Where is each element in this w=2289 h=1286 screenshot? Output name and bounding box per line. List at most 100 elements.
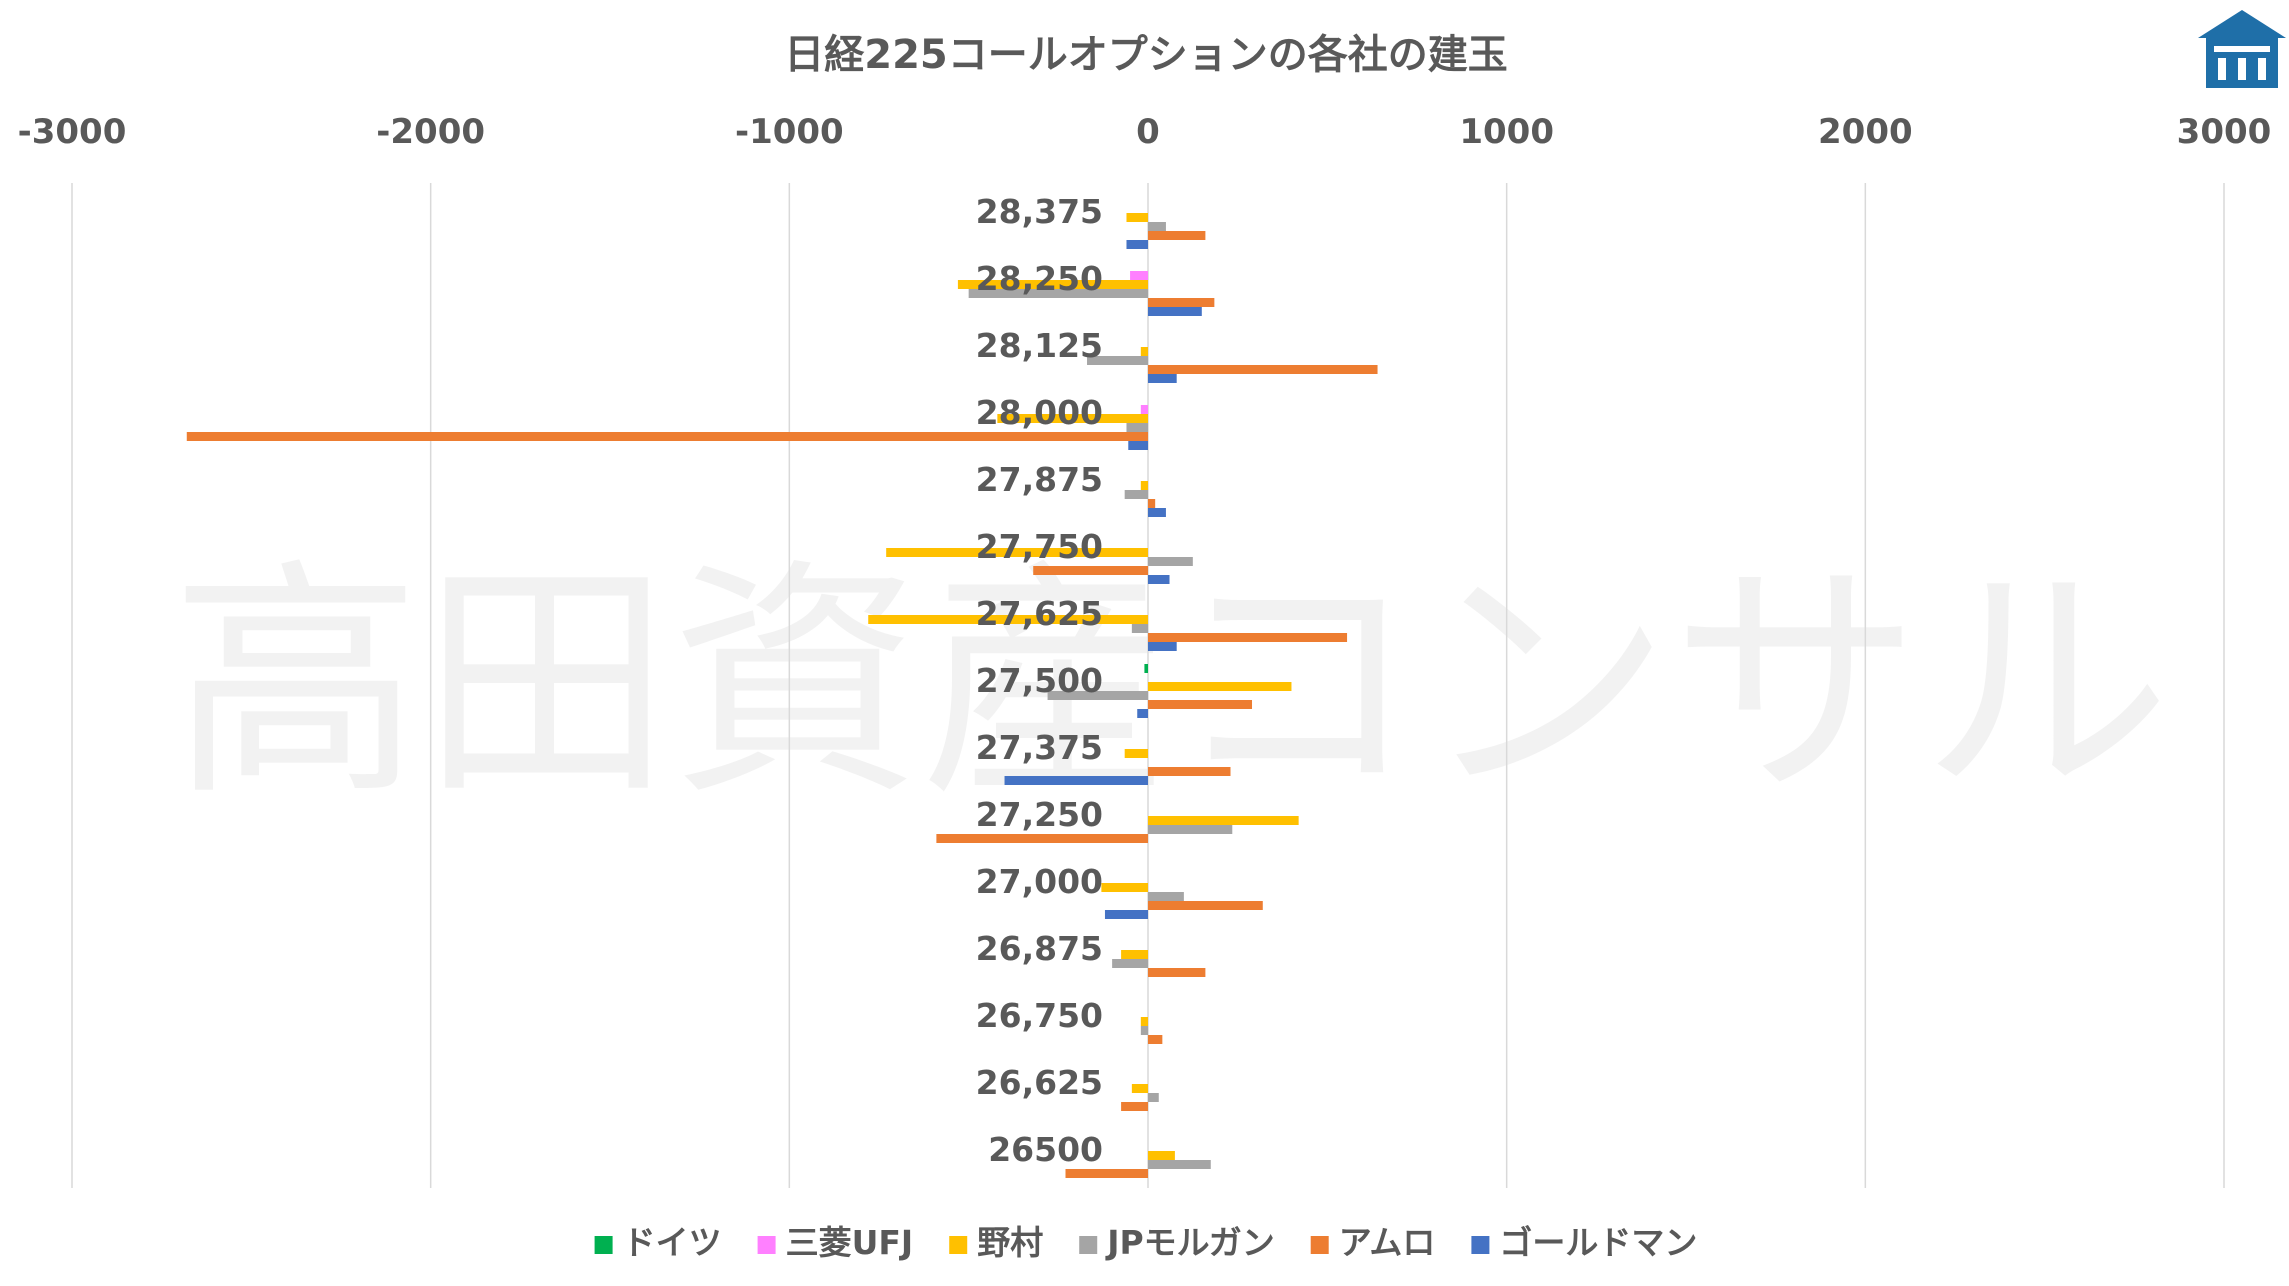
legend-label: ドイツ [623,1223,722,1262]
category-label: 27,500 [976,661,1103,700]
bar [1148,892,1184,901]
bar [1140,405,1148,414]
legend-item: ゴールドマン [1471,1223,1697,1262]
bar [1148,682,1292,691]
category-label: 27,875 [976,460,1103,499]
logo-pillar-middle [2238,58,2246,80]
legend-item: 三菱UFJ [757,1223,914,1262]
bar [1148,508,1166,517]
legend-swatch [1079,1236,1098,1254]
bar [1126,423,1148,432]
bar [1047,691,1148,700]
bar [1148,1151,1175,1160]
bar [1148,968,1206,977]
bar [1087,356,1148,365]
category-label: 27,625 [976,594,1103,633]
bar [997,414,1148,423]
chart-title: 日経225コールオプションの各社の建玉 [784,32,1508,78]
bar [186,432,1149,441]
bar [1124,490,1148,499]
bar [1121,1102,1148,1111]
bar [1131,1084,1148,1093]
bar [968,289,1148,298]
legend-swatch [1310,1236,1329,1254]
logo-roof [2198,10,2286,38]
logo-pillar-left [2218,58,2226,80]
x-tick-label: 3000 [2177,112,2272,152]
bar [1124,749,1148,758]
bar [1140,1026,1148,1035]
legend-label: ゴールドマン [1499,1223,1697,1262]
bar [1065,1169,1148,1178]
legend-item: JPモルガン [1079,1223,1275,1262]
bar [1130,271,1148,280]
bar [1148,642,1177,651]
bar [957,280,1148,289]
bar [1126,240,1148,249]
bar [1148,557,1193,566]
legend-label: JPモルガン [1105,1223,1274,1262]
category-label: 28,125 [976,326,1103,365]
category-label: 28,000 [976,393,1103,432]
x-tick-label: -3000 [18,112,127,152]
bar [1144,664,1148,673]
x-axis-tick-labels: -3000 -2000 -1000 0 1000 2000 3000 [18,112,2272,152]
building-logo [2198,10,2286,88]
category-label: 26,750 [976,996,1103,1035]
bar [1126,213,1148,222]
legend-swatch [594,1236,613,1254]
category-label: 28,250 [976,259,1103,298]
bar [1148,374,1177,383]
legend-item: ドイツ [594,1223,722,1262]
category-label: 27,375 [976,728,1103,767]
bar [1131,624,1148,633]
bars [186,213,1378,1178]
category-label: 27,250 [976,795,1103,834]
x-tick-label: 0 [1136,112,1160,152]
bar [1004,776,1148,785]
category-label: 27,000 [976,862,1103,901]
bar [1148,222,1166,231]
legend-item: 野村 [949,1223,1043,1262]
bar [1148,307,1202,316]
x-tick-label: -2000 [376,112,485,152]
bar [1148,1035,1163,1044]
legend: ドイツ 三菱UFJ 野村 JPモルガン アムロ ゴールドマン [594,1223,1697,1262]
category-label: 28,375 [976,192,1103,231]
logo-beam [2214,46,2270,52]
logo-pillar-right [2258,58,2266,80]
legend-label: 三菱UFJ [786,1223,914,1262]
legend-label: 野村 [977,1223,1043,1262]
bar [1148,1160,1211,1169]
bar [1148,575,1170,584]
category-labels: 28,375 28,250 28,125 28,000 27,875 27,750 27,6… [976,192,1103,1169]
legend-swatch [757,1236,776,1254]
legend-swatch [949,1236,968,1254]
bar [1148,499,1156,508]
bar [1148,825,1233,834]
bar [1148,365,1378,374]
bar [1128,441,1148,450]
bar [1140,481,1148,490]
bar [1137,709,1148,718]
category-label: 26,875 [976,929,1103,968]
bar [1033,566,1148,575]
category-label: 26500 [988,1130,1103,1169]
x-tick-label: 2000 [1818,112,1913,152]
bar [1101,883,1148,892]
legend-label: アムロ [1339,1223,1436,1262]
x-tick-label: 1000 [1459,112,1554,152]
legend-item: アムロ [1310,1223,1436,1262]
legend-swatch [1471,1236,1490,1254]
x-tick-label: -1000 [735,112,844,152]
bar [936,834,1148,843]
bar [1148,901,1263,910]
bar [1121,950,1148,959]
bar [868,615,1148,624]
bar [886,548,1148,557]
bar [1148,767,1231,776]
category-label: 26,625 [976,1063,1103,1102]
bar [1140,1017,1148,1026]
bar [1140,347,1148,356]
bar [1148,298,1215,307]
